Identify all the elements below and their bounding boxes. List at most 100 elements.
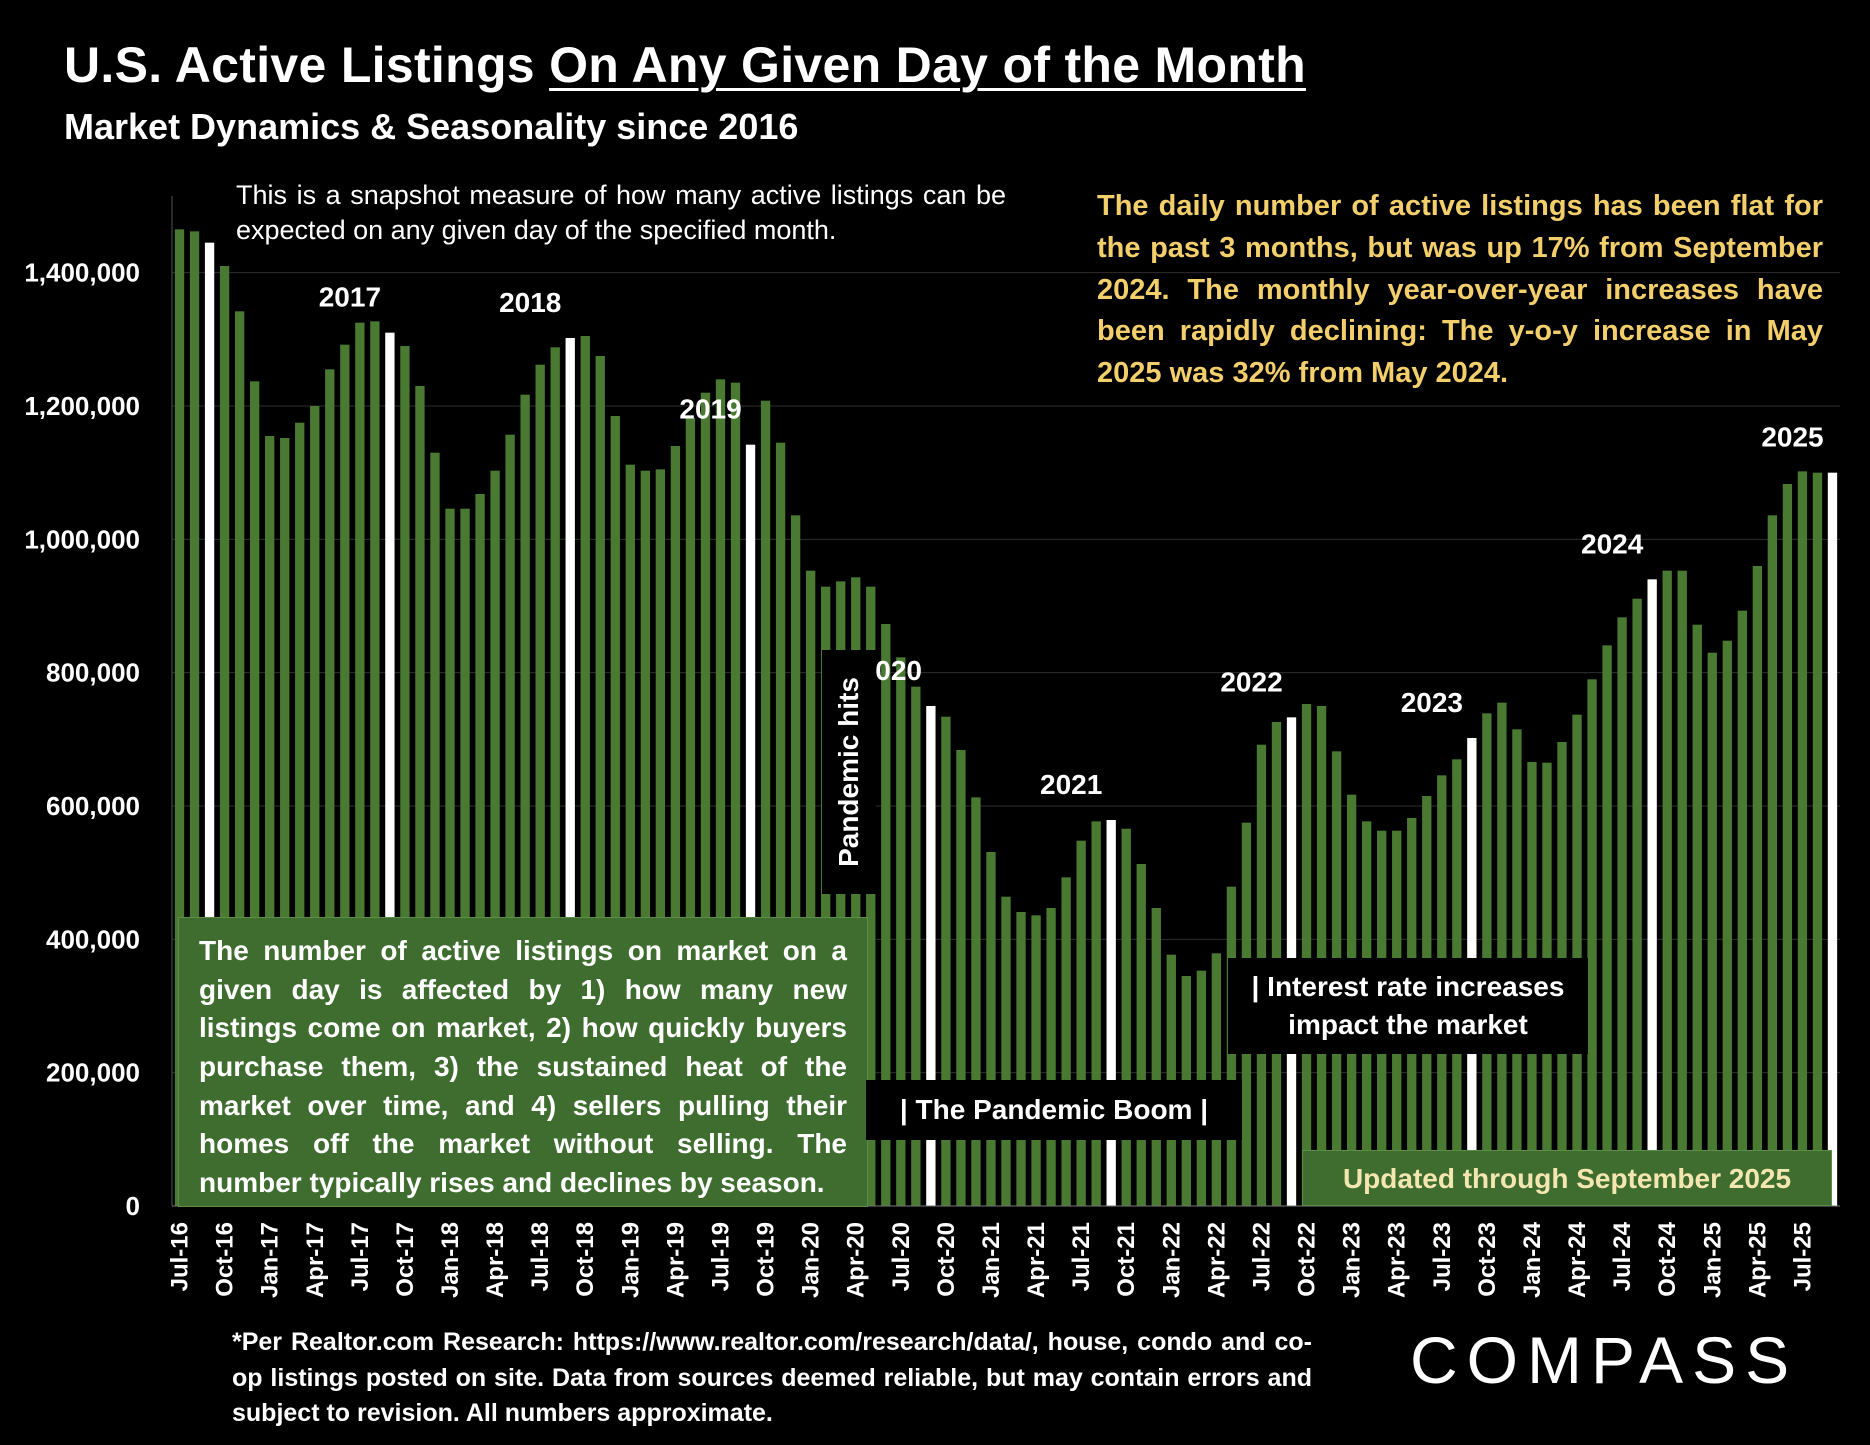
x-tick-label: Apr-22 (1203, 1222, 1230, 1298)
x-tick-label: Jul-25 (1789, 1222, 1816, 1291)
snapshot-note: This is a snapshot measure of how many a… (236, 180, 1006, 246)
bar (1617, 617, 1627, 1206)
compass-logo: COMPASS (1410, 1323, 1799, 1397)
x-tick-label: Oct-21 (1113, 1222, 1140, 1297)
year-label: 2021 (1040, 769, 1102, 800)
bar (1076, 840, 1086, 1206)
y-tick-label: 400,000 (46, 924, 140, 954)
bar (520, 394, 530, 1207)
x-tick-label: Jan-18 (437, 1222, 464, 1298)
bar (1091, 821, 1101, 1206)
x-tick-label: Oct-23 (1474, 1222, 1501, 1297)
bar (896, 657, 906, 1206)
x-tick-label: Jul-24 (1609, 1221, 1636, 1291)
year-label: 2024 (1581, 528, 1644, 559)
x-tick-label: Oct-24 (1654, 1221, 1681, 1296)
bar (400, 346, 410, 1206)
bar (881, 624, 891, 1206)
bar (1061, 877, 1071, 1206)
bar (956, 750, 966, 1206)
x-tick-label: Jul-23 (1429, 1222, 1456, 1291)
x-tick-label: Apr-17 (302, 1222, 329, 1298)
bar (1722, 640, 1732, 1206)
bar (280, 438, 290, 1206)
bar (505, 434, 515, 1207)
bar (1632, 598, 1642, 1206)
bar-highlight (204, 242, 215, 1206)
bar (805, 570, 816, 1206)
bar (986, 852, 996, 1206)
bar (790, 515, 801, 1206)
bar (640, 470, 651, 1207)
bar (325, 369, 335, 1206)
y-axis: 0 200,000 400,000 600,000 800,000 1,000,000 1,… (24, 196, 173, 1221)
pandemic-boom-label: | The Pandemic Boom | (866, 1080, 1242, 1140)
bar (1151, 908, 1161, 1206)
bar (610, 416, 620, 1206)
bar-highlight (745, 444, 756, 1207)
x-tick-label: Jan-25 (1699, 1222, 1726, 1298)
x-tick-label: Oct-20 (933, 1222, 960, 1297)
x-tick-label: Jan-23 (1339, 1222, 1366, 1298)
bar (1767, 515, 1778, 1206)
bar (475, 494, 485, 1206)
bar (670, 446, 681, 1206)
bar (535, 364, 545, 1207)
bar (234, 311, 245, 1206)
bar (490, 470, 500, 1207)
bar (1001, 896, 1011, 1206)
interest-rate-line1: | Interest rate increases (1251, 971, 1565, 1002)
bar (340, 344, 350, 1207)
year-label: 2018 (499, 287, 561, 318)
bar (1016, 912, 1026, 1206)
bar (370, 321, 380, 1206)
bar (249, 381, 260, 1206)
bar-highlight (385, 332, 395, 1207)
bar (415, 386, 425, 1206)
bar-highlight (926, 706, 936, 1206)
bar (550, 347, 560, 1206)
x-tick-label: Oct-22 (1294, 1222, 1321, 1297)
x-tick-label: Jul-21 (1068, 1222, 1095, 1291)
bar-highlight (1647, 579, 1657, 1206)
bar (580, 336, 590, 1206)
bar (1797, 471, 1808, 1206)
bar (730, 382, 741, 1207)
bar (1136, 864, 1146, 1206)
bar (685, 418, 696, 1206)
x-tick-label: Oct-18 (572, 1222, 599, 1297)
bar (911, 686, 921, 1206)
x-tick-label: Apr-25 (1744, 1222, 1771, 1298)
bar (460, 508, 470, 1207)
bar (1692, 624, 1702, 1206)
bar (1046, 908, 1056, 1206)
x-tick-label: Jan-24 (1519, 1221, 1546, 1298)
bar (655, 469, 666, 1206)
bar (1031, 915, 1041, 1206)
bar (1497, 702, 1507, 1206)
title-plain: U.S. Active Listings (64, 37, 550, 93)
interest-rate-line2: impact the market (1288, 1009, 1528, 1040)
bar (1602, 645, 1612, 1206)
x-tick-label: Jan-19 (617, 1222, 644, 1298)
x-tick-label: Apr-24 (1564, 1221, 1591, 1298)
y-tick-label: 1,000,000 (24, 524, 140, 554)
source-footnote: *Per Realtor.com Research: https://www.r… (232, 1328, 1312, 1427)
x-tick-label: Oct-17 (392, 1222, 419, 1297)
x-tick-label: Oct-19 (753, 1222, 780, 1297)
x-axis: Jul-16 Oct-16 Jan-17 Apr-17 Jul-17 Oct-17 Jan-… (167, 1205, 1840, 1298)
bar (1662, 570, 1672, 1206)
bar (1121, 828, 1131, 1206)
y-tick-label: 0 (126, 1191, 140, 1221)
title-underlined: On Any Given Day of the Month (549, 37, 1306, 93)
bar (1752, 566, 1763, 1206)
y-tick-label: 200,000 (46, 1058, 140, 1088)
page-subtitle: Market Dynamics & Seasonality since 2016 (64, 106, 799, 147)
y-tick-label: 800,000 (46, 658, 140, 688)
x-tick-label: Jan-17 (257, 1222, 284, 1298)
bar (1301, 704, 1312, 1206)
bar (1737, 610, 1747, 1206)
year-label: 2023 (1401, 687, 1463, 718)
bar (1707, 652, 1717, 1206)
bar (625, 464, 635, 1207)
